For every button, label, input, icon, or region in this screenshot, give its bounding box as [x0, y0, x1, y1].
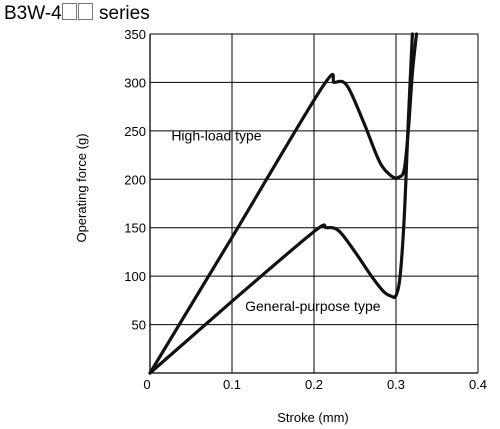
chart-annotations: High-load type General-purpose type: [171, 128, 380, 314]
placeholder-box-1: [61, 3, 77, 20]
x-tick-label: 0: [143, 377, 150, 392]
annotation-general-purpose-type: General-purpose type: [245, 298, 381, 314]
chart-grid: [150, 33, 479, 373]
series-suffix: series: [99, 3, 150, 24]
series-prefix: B3W-4: [4, 3, 62, 24]
chart-axes: [149, 34, 478, 374]
x-axis-label: Stroke (mm): [277, 410, 349, 425]
chart-title: B3W-4 series: [4, 3, 150, 25]
annotation-high-load-type: High-load type: [171, 128, 261, 144]
chart-series: [148, 32, 419, 375]
x-tick-label: 0.3: [387, 377, 405, 392]
y-tick-label: 200: [124, 172, 146, 187]
placeholder-box-2: [77, 3, 93, 20]
series-line-general-purpose: [148, 32, 414, 375]
y-tick-label: 50: [132, 318, 146, 333]
x-tick-label: 0.1: [223, 377, 241, 392]
y-tick-label: 100: [124, 269, 146, 284]
x-tick-label: 0.4: [469, 377, 487, 392]
y-tick-label: 150: [124, 221, 146, 236]
chart-tick-labels: 0 0.1 0.2 0.3 0.4 50 100 150 200 250 300 350: [124, 27, 487, 392]
series-line-high-load: [148, 32, 419, 375]
x-tick-label: 0.2: [305, 377, 323, 392]
y-tick-label: 350: [124, 27, 146, 42]
y-axis-label: Operating force (g): [74, 133, 89, 242]
y-tick-label: 300: [124, 75, 146, 90]
y-tick-label: 250: [124, 124, 146, 139]
